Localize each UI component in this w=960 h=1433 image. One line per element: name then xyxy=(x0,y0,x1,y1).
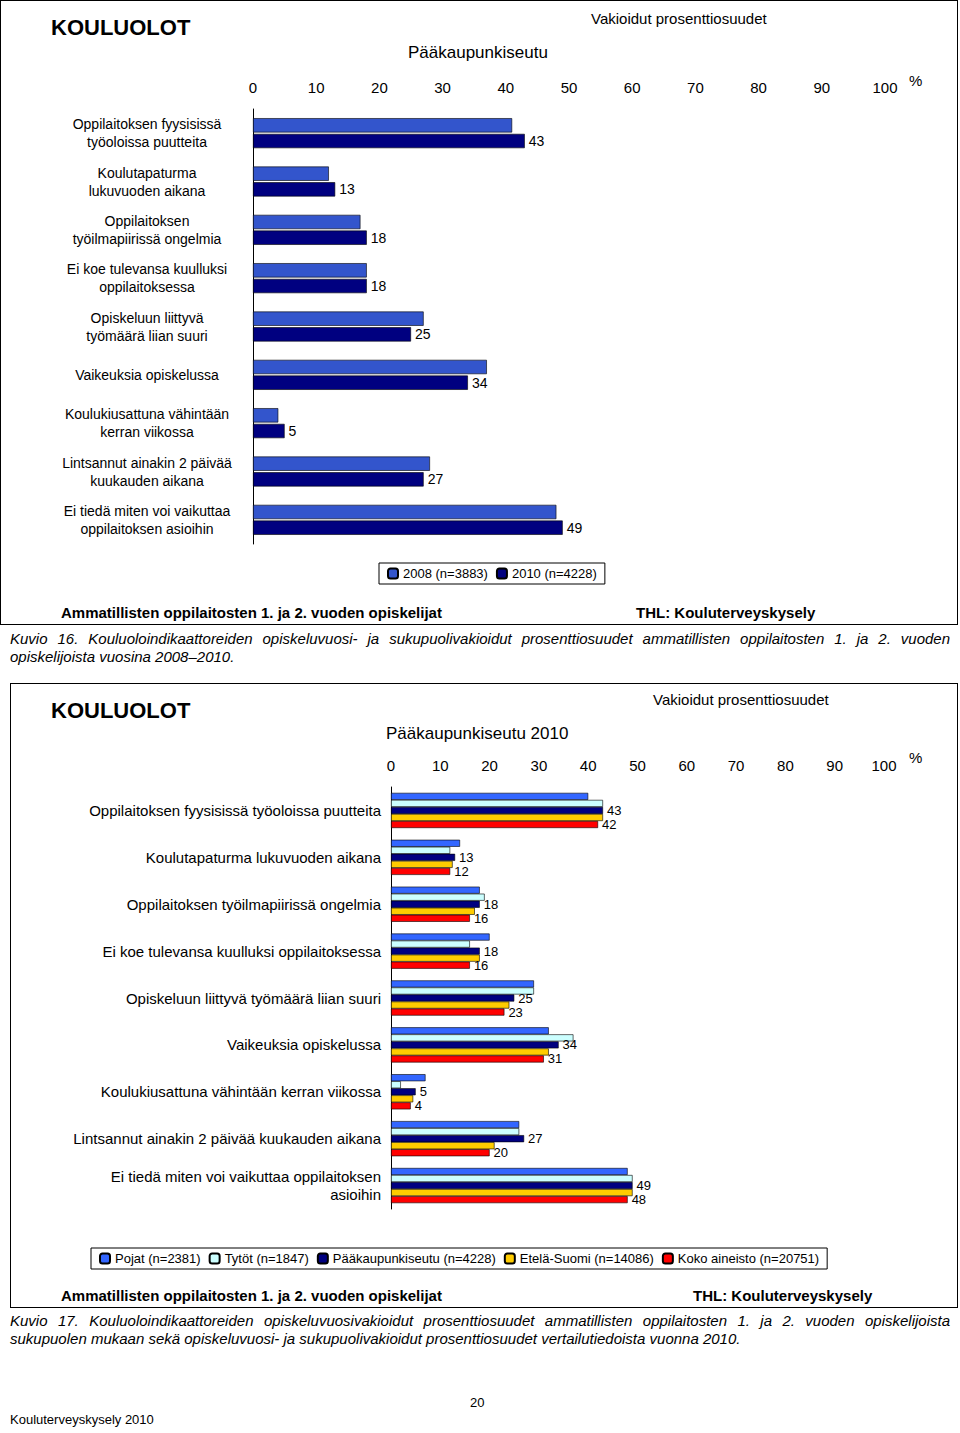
svg-text:Etelä-Suomi (n=14086): Etelä-Suomi (n=14086) xyxy=(520,1251,654,1266)
svg-text:13: 13 xyxy=(339,181,355,197)
svg-text:asioihin: asioihin xyxy=(330,1186,381,1203)
svg-text:10: 10 xyxy=(308,79,325,96)
svg-text:Oppilaitoksen fyysisissä työol: Oppilaitoksen fyysisissä työoloissa puut… xyxy=(89,802,381,819)
svg-text:25: 25 xyxy=(415,326,431,342)
svg-text:THL: Kouluterveyskysely: THL: Kouluterveyskysely xyxy=(693,1287,873,1304)
svg-text:Vaikeuksia opiskelussa: Vaikeuksia opiskelussa xyxy=(75,367,219,383)
svg-text:Lintsannut ainakin 2 päivää ku: Lintsannut ainakin 2 päivää kuukauden ai… xyxy=(73,1130,381,1147)
svg-text:Ammatillisten oppilaitosten 1.: Ammatillisten oppilaitosten 1. ja 2. vuo… xyxy=(61,1287,442,1304)
svg-text:Pääkaupunkiseutu 2010: Pääkaupunkiseutu 2010 xyxy=(386,724,568,743)
svg-text:34: 34 xyxy=(563,1037,577,1052)
svg-text:KOULUOLOT: KOULUOLOT xyxy=(51,698,191,723)
svg-text:kuukauden aikana: kuukauden aikana xyxy=(90,473,204,489)
svg-text:90: 90 xyxy=(813,79,830,96)
svg-text:oppilaitoksessa: oppilaitoksessa xyxy=(99,279,195,295)
svg-text:Koulukiusattuna vähintään kerr: Koulukiusattuna vähintään kerran viikoss… xyxy=(101,1083,382,1100)
svg-text:Pääkaupunkiseutu: Pääkaupunkiseutu xyxy=(408,43,548,62)
svg-text:70: 70 xyxy=(687,79,704,96)
svg-text:Ei koe tulevansa kuulluksi: Ei koe tulevansa kuulluksi xyxy=(67,261,227,277)
svg-text:Oppilaitoksen fyysisissä: Oppilaitoksen fyysisissä xyxy=(73,116,222,132)
html-text:Kuvio 17. Kouluoloindikaattore: Kuvio 17. Kouluoloindikaattoreiden opisk… xyxy=(10,1312,950,1347)
svg-text:Koulukiusattuna vähintään: Koulukiusattuna vähintään xyxy=(65,406,229,422)
svg-text:0: 0 xyxy=(249,79,257,96)
svg-text:43: 43 xyxy=(529,133,545,149)
svg-text:Vaikeuksia opiskelussa: Vaikeuksia opiskelussa xyxy=(227,1036,382,1053)
svg-text:Opiskeluun liittyvä työmäärä l: Opiskeluun liittyvä työmäärä liian suuri xyxy=(126,990,381,1007)
svg-text:49: 49 xyxy=(637,1178,651,1193)
svg-text:27: 27 xyxy=(528,1131,542,1146)
svg-text:Pääkaupunkiseutu (n=4228): Pääkaupunkiseutu (n=4228) xyxy=(333,1251,496,1266)
svg-text:Tytöt (n=1847): Tytöt (n=1847) xyxy=(225,1251,309,1266)
svg-text:työilmapiirissä ongelmia: työilmapiirissä ongelmia xyxy=(73,231,222,247)
svg-text:Oppilaitoksen työilmapiirissä: Oppilaitoksen työilmapiirissä ongelmia xyxy=(127,896,382,913)
svg-text:5: 5 xyxy=(420,1084,427,1099)
svg-text:100: 100 xyxy=(871,757,896,774)
svg-text:4: 4 xyxy=(415,1098,422,1113)
svg-text:Opiskeluun liittyvä: Opiskeluun liittyvä xyxy=(91,310,204,326)
svg-text:30: 30 xyxy=(531,757,548,774)
svg-text:70: 70 xyxy=(728,757,745,774)
svg-text:2010 (n=4228): 2010 (n=4228) xyxy=(512,566,597,581)
svg-text:lukuvuoden aikana: lukuvuoden aikana xyxy=(89,183,206,199)
svg-text:18: 18 xyxy=(484,944,498,959)
svg-text:13: 13 xyxy=(459,850,473,865)
svg-text:KOULUOLOT: KOULUOLOT xyxy=(51,15,191,40)
svg-text:40: 40 xyxy=(580,757,597,774)
svg-text:80: 80 xyxy=(777,757,794,774)
html-text:Kouluterveyskysely 2010: Kouluterveyskysely 2010 xyxy=(10,1412,154,1427)
svg-text:43: 43 xyxy=(607,803,621,818)
svg-text:12: 12 xyxy=(454,864,468,879)
svg-text:Koko aineisto (n=20751): Koko aineisto (n=20751) xyxy=(678,1251,819,1266)
svg-text:Koulutapaturma: Koulutapaturma xyxy=(98,165,197,181)
svg-text:2008 (n=3883): 2008 (n=3883) xyxy=(403,566,488,581)
svg-text:Vakioidut prosenttiosuudet: Vakioidut prosenttiosuudet xyxy=(653,691,830,708)
svg-text:50: 50 xyxy=(561,79,578,96)
svg-text:34: 34 xyxy=(472,375,488,391)
svg-text:%: % xyxy=(909,72,922,89)
svg-text:Lintsannut ainakin 2 päivää: Lintsannut ainakin 2 päivää xyxy=(62,455,232,471)
svg-text:50: 50 xyxy=(629,757,646,774)
svg-text:Ammatillisten oppilaitosten 1.: Ammatillisten oppilaitosten 1. ja 2. vuo… xyxy=(61,604,442,621)
svg-text:THL: Kouluterveyskysely: THL: Kouluterveyskysely xyxy=(636,604,816,621)
svg-text:23: 23 xyxy=(508,1005,522,1020)
svg-text:5: 5 xyxy=(289,423,297,439)
svg-text:Oppilaitoksen: Oppilaitoksen xyxy=(105,213,190,229)
svg-text:90: 90 xyxy=(826,757,843,774)
svg-text:40: 40 xyxy=(497,79,514,96)
svg-text:20: 20 xyxy=(494,1145,508,1160)
svg-text:Ei tiedä miten voi vaikuttaa o: Ei tiedä miten voi vaikuttaa oppilaitoks… xyxy=(111,1168,381,1185)
svg-text:Vakioidut prosenttiosuudet: Vakioidut prosenttiosuudet xyxy=(591,10,768,27)
svg-text:Koulutapaturma lukuvuoden aika: Koulutapaturma lukuvuoden aikana xyxy=(146,849,382,866)
svg-text:10: 10 xyxy=(432,757,449,774)
svg-text:18: 18 xyxy=(484,897,498,912)
svg-text:Pojat (n=2381): Pojat (n=2381) xyxy=(115,1251,201,1266)
svg-text:60: 60 xyxy=(624,79,641,96)
svg-text:18: 18 xyxy=(371,230,387,246)
svg-text:työmäärä liian suuri: työmäärä liian suuri xyxy=(86,328,207,344)
svg-text:48: 48 xyxy=(632,1192,646,1207)
svg-text:%: % xyxy=(909,749,922,766)
svg-text:Ei koe tulevansa kuulluksi opp: Ei koe tulevansa kuulluksi oppilaitokses… xyxy=(103,943,382,960)
svg-text:16: 16 xyxy=(474,911,488,926)
svg-text:työoloissa puutteita: työoloissa puutteita xyxy=(87,134,207,150)
svg-text:0: 0 xyxy=(387,757,395,774)
svg-text:18: 18 xyxy=(371,278,387,294)
svg-text:16: 16 xyxy=(474,958,488,973)
svg-text:60: 60 xyxy=(678,757,695,774)
svg-text:31: 31 xyxy=(548,1051,562,1066)
svg-text:30: 30 xyxy=(434,79,451,96)
html-text:Kuvio 16. Kouluoloindikaattore: Kuvio 16. Kouluoloindikaattoreiden opisk… xyxy=(10,630,950,665)
svg-text:100: 100 xyxy=(872,79,897,96)
svg-text:42: 42 xyxy=(602,817,616,832)
html-text:20: 20 xyxy=(470,1395,485,1410)
svg-text:27: 27 xyxy=(428,471,444,487)
svg-text:49: 49 xyxy=(567,520,583,536)
svg-text:Ei tiedä miten voi vaikuttaa: Ei tiedä miten voi vaikuttaa xyxy=(64,503,231,519)
svg-text:80: 80 xyxy=(750,79,767,96)
svg-text:kerran viikossa: kerran viikossa xyxy=(100,424,194,440)
svg-text:20: 20 xyxy=(371,79,388,96)
svg-text:oppilaitoksen asioihin: oppilaitoksen asioihin xyxy=(80,521,213,537)
svg-text:25: 25 xyxy=(518,991,532,1006)
svg-text:20: 20 xyxy=(481,757,498,774)
